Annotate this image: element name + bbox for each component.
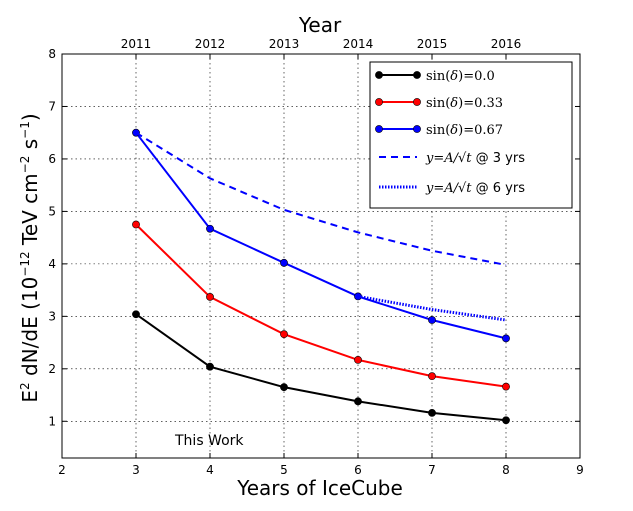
legend-arg: δ — [450, 69, 458, 84]
top-tick-label: 2012 — [195, 37, 226, 51]
legend-paren: ) — [458, 69, 463, 84]
y-tick-label: 2 — [48, 362, 56, 376]
x-tick-label: 6 — [354, 463, 362, 477]
y-axis-title: E2 dN/dE (10−12 TeV cm−2 s−1) — [18, 113, 42, 402]
legend-paren: ) — [458, 96, 463, 111]
this-work-annotation: This Work — [174, 433, 244, 449]
y-title-superscript: 2 — [18, 382, 32, 390]
legend-arg: δ — [450, 123, 458, 138]
top-tick-label: 2011 — [121, 37, 152, 51]
series-point-1 — [354, 355, 362, 364]
y-tick-label: 3 — [48, 309, 56, 323]
legend-frame — [369, 61, 573, 209]
series-line-2 — [135, 132, 507, 340]
series-line-4 — [357, 294, 507, 322]
legend-marker — [375, 98, 383, 106]
y-title-text: dN/dE (10 — [18, 277, 42, 383]
legend-label-0: sin(δ)=0.0 — [426, 69, 495, 84]
top-tick-label: 2015 — [417, 37, 448, 51]
series-point-1 — [428, 372, 436, 381]
y-tick-label: 1 — [48, 414, 56, 428]
series-point-1 — [132, 220, 140, 229]
legend-marker — [413, 98, 421, 106]
series-point-2 — [502, 334, 510, 343]
legend-fn: sin — [426, 69, 446, 84]
legend-marker — [375, 71, 383, 79]
y-title-text: s — [18, 139, 42, 156]
series-point-2 — [428, 316, 436, 324]
legend-marker — [413, 71, 421, 79]
legend-marker — [375, 125, 383, 133]
y-title-superscript: −12 — [18, 251, 32, 276]
series-line-1 — [135, 223, 507, 388]
y-tick-label: 4 — [48, 257, 56, 271]
x-tick-label: 2 — [58, 463, 66, 477]
top-tick-label: 2013 — [269, 37, 300, 51]
series-layer — [132, 128, 510, 425]
x-tick-label: 7 — [428, 463, 436, 477]
series-point-2 — [280, 258, 288, 267]
legend-rhs: =0.33 — [463, 96, 503, 111]
grid — [62, 54, 580, 458]
series-point-0 — [206, 362, 214, 371]
series-point-1 — [280, 330, 288, 339]
legend-label-3: y=A/√t @ 3 yrs — [425, 151, 525, 166]
series-line-0 — [135, 313, 507, 422]
plot-frame — [61, 53, 581, 459]
y-tick-label: 7 — [48, 99, 56, 113]
y-title-text: ) — [18, 113, 42, 121]
series-point-0 — [132, 310, 140, 319]
series-point-0 — [280, 383, 288, 392]
legend-paren: ) — [458, 123, 463, 138]
x-axis-title: Years of IceCube — [236, 476, 403, 500]
legend-label-2: sin(δ)=0.67 — [426, 123, 503, 138]
series-point-0 — [354, 397, 362, 406]
legend-suffix: @ 3 yrs — [472, 151, 526, 166]
top-tick-label: 2014 — [343, 37, 374, 51]
series-point-0 — [428, 408, 436, 417]
x-tick-label: 9 — [576, 463, 584, 477]
y-title-superscript: −2 — [18, 156, 32, 174]
x-tick-label: 5 — [280, 463, 288, 477]
x-tick-label: 4 — [206, 463, 214, 477]
y-title-superscript: −1 — [18, 121, 32, 139]
legend-math: y=A/√t — [425, 181, 472, 196]
legend-paren: ( — [445, 96, 450, 111]
legend-fn: sin — [426, 96, 446, 111]
legend-math: y=A/√t — [425, 151, 472, 166]
axis-labels: 2 3 4 5 6 7 8 9 1 2 3 4 5 6 7 8 2011 2012 2013 2014 2015 2016 — [48, 37, 583, 477]
legend-arg: δ — [450, 96, 458, 111]
series-line-3 — [135, 131, 507, 266]
y-title-text: E — [18, 390, 42, 403]
legend-paren: ( — [445, 123, 450, 138]
x-tick-label: 3 — [132, 463, 140, 477]
top-axis-title: Year — [298, 13, 342, 37]
y-tick-label: 8 — [48, 47, 56, 61]
top-tick-label: 2016 — [491, 37, 522, 51]
y-tick-label: 6 — [48, 152, 56, 166]
series-point-2 — [206, 224, 214, 233]
legend-label-4: y=A/√t @ 6 yrs — [425, 181, 525, 196]
legend-label-1: sin(δ)=0.33 — [426, 96, 503, 111]
series-point-0 — [502, 416, 510, 425]
legend-paren: ( — [445, 69, 450, 84]
series-point-1 — [206, 293, 214, 301]
legend-fn: sin — [426, 123, 446, 138]
y-title-text: TeV cm — [18, 173, 42, 251]
x-tick-label: 8 — [502, 463, 510, 477]
legend-rhs: =0.0 — [463, 69, 495, 84]
legend-rhs: =0.67 — [463, 123, 503, 138]
legend-suffix: @ 6 yrs — [472, 181, 526, 196]
legend-marker — [413, 125, 421, 133]
y-tick-label: 5 — [48, 204, 56, 218]
series-point-1 — [502, 382, 510, 391]
